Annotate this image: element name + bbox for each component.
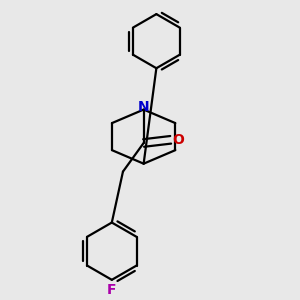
Text: F: F: [107, 283, 117, 297]
Text: N: N: [138, 100, 149, 114]
Text: O: O: [173, 133, 184, 147]
